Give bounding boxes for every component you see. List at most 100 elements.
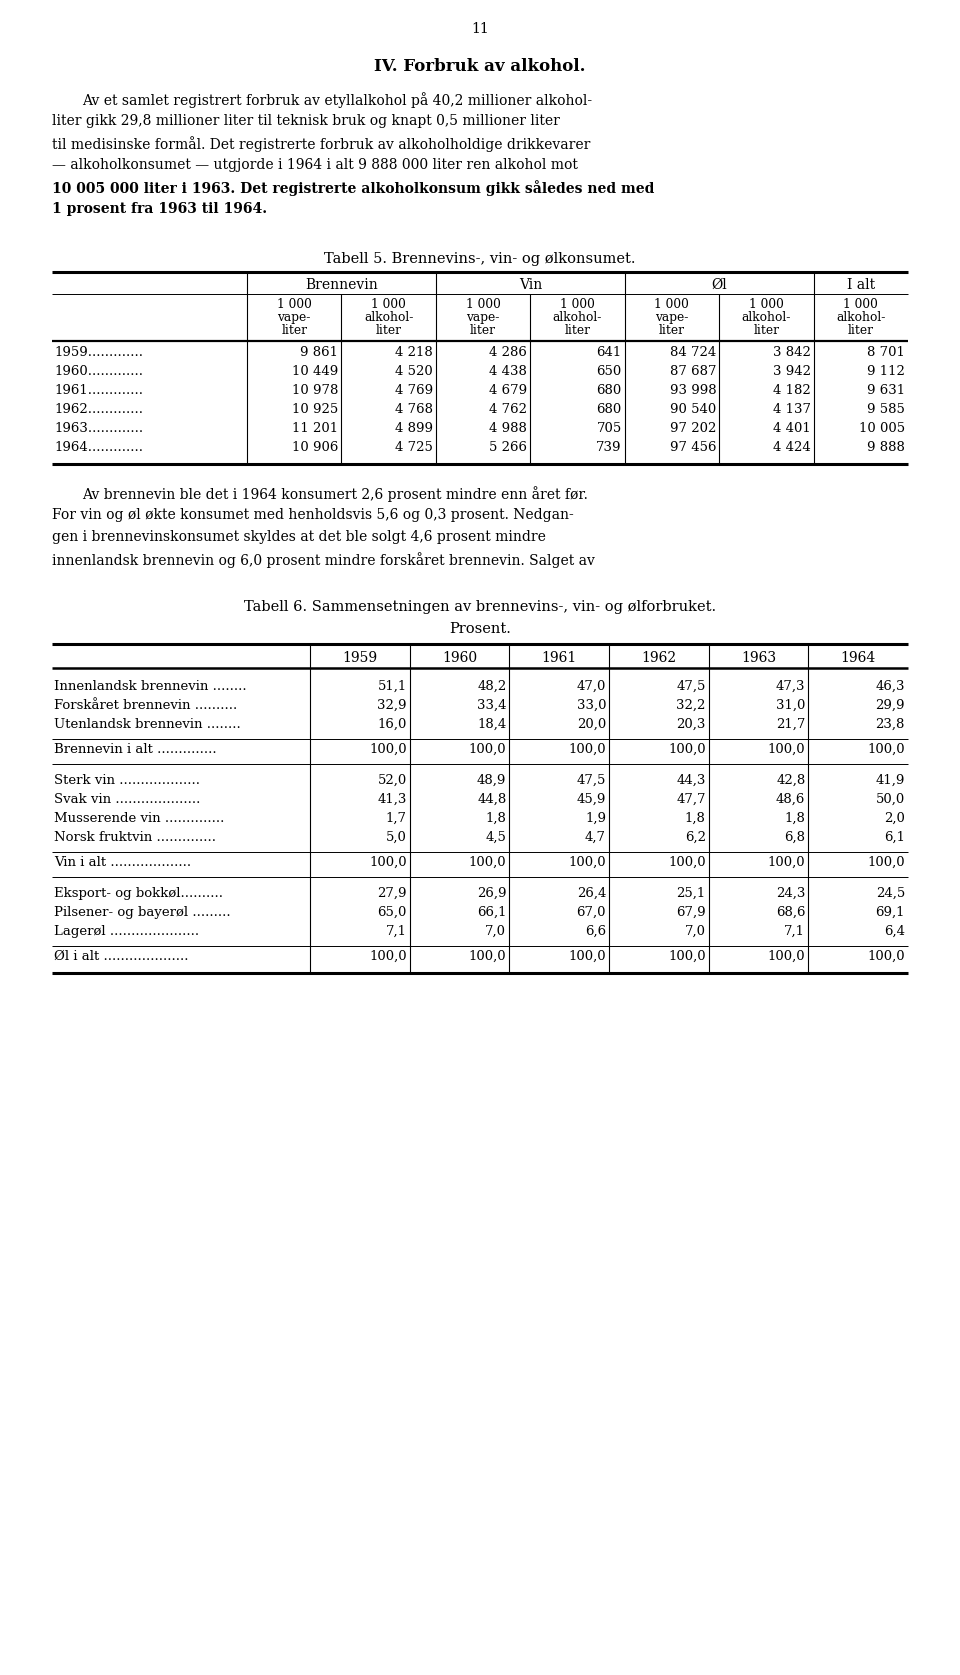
Text: 100,0: 100,0: [768, 950, 805, 963]
Text: Lagerøl .....................: Lagerøl .....................: [54, 925, 199, 938]
Text: 9 631: 9 631: [867, 384, 905, 397]
Text: 67,0: 67,0: [577, 906, 606, 920]
Text: 5 266: 5 266: [490, 441, 527, 454]
Text: 100,0: 100,0: [369, 744, 407, 755]
Text: Utenlandsk brennevin ........: Utenlandsk brennevin ........: [54, 719, 241, 730]
Text: 93 998: 93 998: [669, 384, 716, 397]
Text: 4 424: 4 424: [773, 441, 810, 454]
Text: liter: liter: [754, 323, 780, 337]
Text: 26,4: 26,4: [577, 888, 606, 899]
Text: 1963: 1963: [741, 652, 776, 665]
Text: 6,1: 6,1: [884, 831, 905, 844]
Text: Musserende vin ..............: Musserende vin ..............: [54, 812, 225, 826]
Text: Innenlandsk brennevin ........: Innenlandsk brennevin ........: [54, 680, 247, 693]
Text: 1 prosent fra 1963 til 1964.: 1 prosent fra 1963 til 1964.: [52, 203, 267, 216]
Text: Av et samlet registrert forbruk av etyllalkohol på 40,2 millioner alkohol-: Av et samlet registrert forbruk av etyll…: [82, 92, 592, 107]
Text: vaре-: vaре-: [277, 312, 311, 323]
Text: 4 768: 4 768: [395, 404, 433, 415]
Text: 100,0: 100,0: [768, 744, 805, 755]
Text: 100,0: 100,0: [668, 856, 706, 869]
Text: 1 000: 1 000: [560, 298, 595, 312]
Text: 1 000: 1 000: [655, 298, 689, 312]
Text: 2,0: 2,0: [884, 812, 905, 826]
Text: 6,8: 6,8: [784, 831, 805, 844]
Text: 45,9: 45,9: [577, 792, 606, 806]
Text: 32,2: 32,2: [676, 698, 706, 712]
Text: 4 182: 4 182: [773, 384, 810, 397]
Text: 4 218: 4 218: [396, 347, 433, 358]
Text: 680: 680: [596, 404, 622, 415]
Text: 1 000: 1 000: [749, 298, 783, 312]
Text: 100,0: 100,0: [868, 950, 905, 963]
Text: 25,1: 25,1: [677, 888, 706, 899]
Text: 1,8: 1,8: [684, 812, 706, 826]
Text: Norsk fruktvin ..............: Norsk fruktvin ..............: [54, 831, 216, 844]
Text: 84 724: 84 724: [670, 347, 716, 358]
Text: 1959.............: 1959.............: [54, 347, 143, 358]
Text: liter: liter: [470, 323, 496, 337]
Text: 27,9: 27,9: [377, 888, 407, 899]
Text: 10 978: 10 978: [292, 384, 339, 397]
Text: 24,5: 24,5: [876, 888, 905, 899]
Text: 23,8: 23,8: [876, 719, 905, 730]
Text: 5,0: 5,0: [386, 831, 407, 844]
Text: innenlandsk brennevin og 6,0 prosent mindre forskåret brennevin. Salget av: innenlandsk brennevin og 6,0 prosent min…: [52, 553, 595, 568]
Text: 6,4: 6,4: [884, 925, 905, 938]
Text: 16,0: 16,0: [377, 719, 407, 730]
Text: 1,8: 1,8: [486, 812, 506, 826]
Text: 1,8: 1,8: [784, 812, 805, 826]
Text: I alt: I alt: [847, 278, 875, 291]
Text: Tabell 6. Sammensetningen av brennevins-, vin- og ølforbruket.: Tabell 6. Sammensetningen av brennevins-…: [244, 600, 716, 615]
Text: 1961: 1961: [541, 652, 577, 665]
Text: alkohol-: alkohol-: [836, 312, 885, 323]
Text: 41,9: 41,9: [876, 774, 905, 787]
Text: 1960.............: 1960.............: [54, 365, 143, 379]
Text: 4 899: 4 899: [395, 422, 433, 436]
Text: 97 202: 97 202: [670, 422, 716, 436]
Text: 1964.............: 1964.............: [54, 441, 143, 454]
Text: alkohol-: alkohol-: [742, 312, 791, 323]
Text: 4,7: 4,7: [585, 831, 606, 844]
Text: 1 000: 1 000: [466, 298, 500, 312]
Text: 9 112: 9 112: [867, 365, 905, 379]
Text: 8 701: 8 701: [867, 347, 905, 358]
Text: 52,0: 52,0: [377, 774, 407, 787]
Text: 100,0: 100,0: [468, 856, 506, 869]
Text: 11 201: 11 201: [292, 422, 339, 436]
Text: 10 906: 10 906: [292, 441, 339, 454]
Text: liter: liter: [659, 323, 684, 337]
Text: 44,8: 44,8: [477, 792, 506, 806]
Text: 51,1: 51,1: [377, 680, 407, 693]
Text: 100,0: 100,0: [768, 856, 805, 869]
Text: 4 769: 4 769: [395, 384, 433, 397]
Text: — alkoholkonsumet — utgjorde i 1964 i alt 9 888 000 liter ren alkohol mot: — alkoholkonsumet — utgjorde i 1964 i al…: [52, 157, 578, 173]
Text: alkohol-: alkohol-: [364, 312, 414, 323]
Text: 100,0: 100,0: [568, 856, 606, 869]
Text: 100,0: 100,0: [468, 950, 506, 963]
Text: 100,0: 100,0: [668, 744, 706, 755]
Text: 3 942: 3 942: [773, 365, 810, 379]
Text: 69,1: 69,1: [876, 906, 905, 920]
Text: 48,2: 48,2: [477, 680, 506, 693]
Text: 47,0: 47,0: [577, 680, 606, 693]
Text: 739: 739: [596, 441, 622, 454]
Text: 3 842: 3 842: [773, 347, 810, 358]
Text: 11: 11: [471, 22, 489, 35]
Text: 4 438: 4 438: [490, 365, 527, 379]
Text: 641: 641: [596, 347, 622, 358]
Text: 33,4: 33,4: [477, 698, 506, 712]
Text: 47,3: 47,3: [776, 680, 805, 693]
Text: liter: liter: [848, 323, 874, 337]
Text: 10 449: 10 449: [292, 365, 339, 379]
Text: 705: 705: [596, 422, 622, 436]
Text: Brennevin i alt ..............: Brennevin i alt ..............: [54, 744, 217, 755]
Text: 100,0: 100,0: [568, 744, 606, 755]
Text: 7,1: 7,1: [386, 925, 407, 938]
Text: 4 679: 4 679: [490, 384, 527, 397]
Text: 1959: 1959: [343, 652, 377, 665]
Text: 9 585: 9 585: [867, 404, 905, 415]
Text: 1 000: 1 000: [843, 298, 878, 312]
Text: 7,1: 7,1: [784, 925, 805, 938]
Text: 650: 650: [596, 365, 622, 379]
Text: 47,5: 47,5: [676, 680, 706, 693]
